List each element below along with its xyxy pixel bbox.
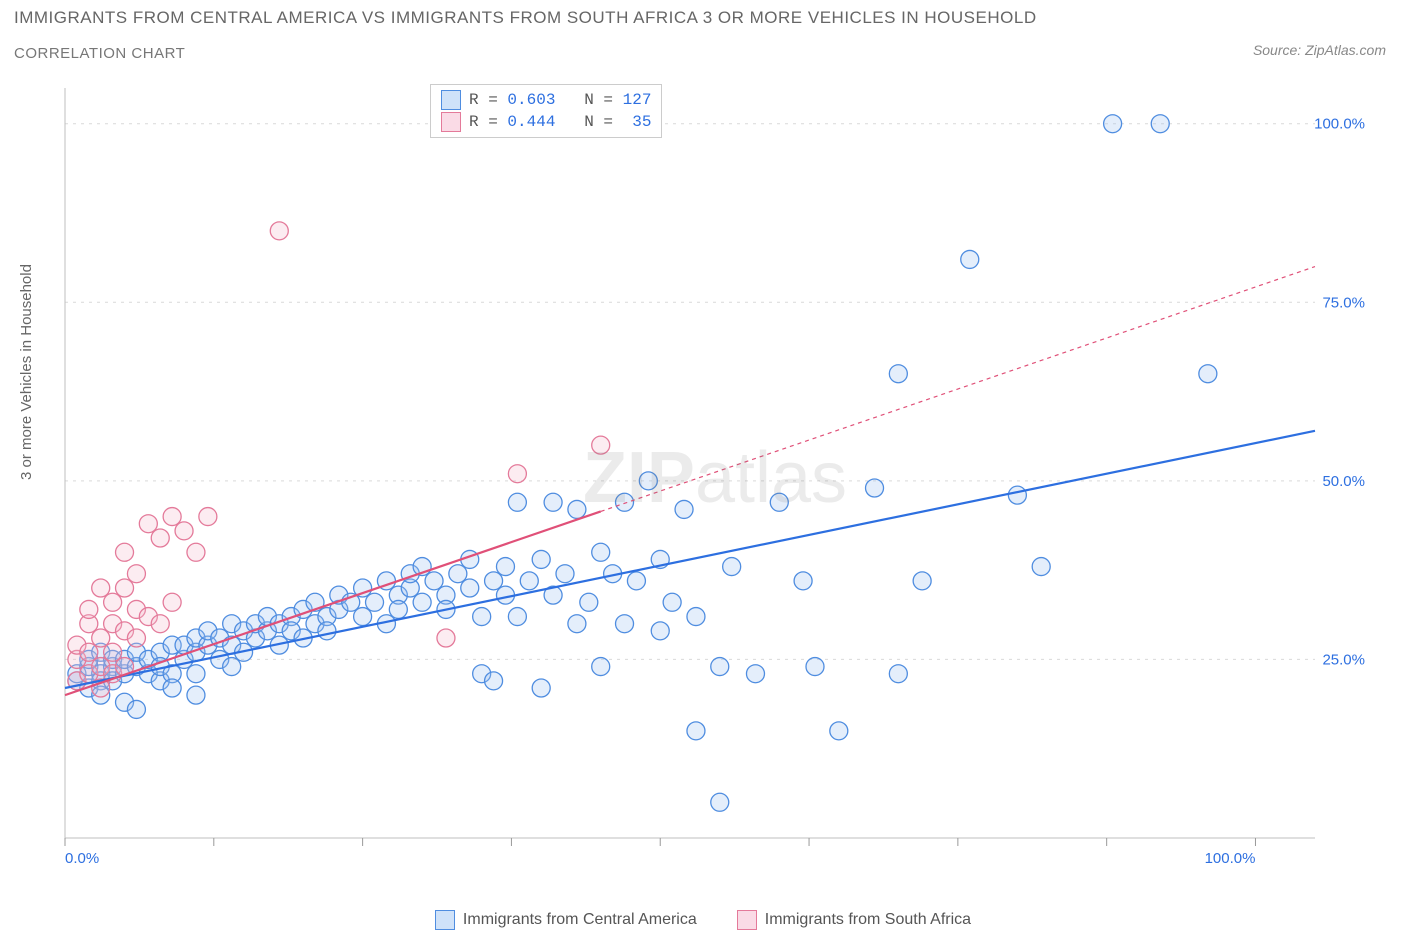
x-tick-label: 100.0% [1205,850,1256,867]
y-tick-label: 100.0% [1314,116,1365,133]
legend-item: Immigrants from South Africa [737,910,971,930]
y-tick-label: 25.0% [1322,651,1365,668]
chart-title: IMMIGRANTS FROM CENTRAL AMERICA VS IMMIG… [14,8,1037,28]
legend-swatch [441,112,461,132]
legend-label: Immigrants from South Africa [765,911,971,929]
legend-swatch [737,910,757,930]
legend-swatch [435,910,455,930]
legend-stats: R = 0.444 N = 35 [469,113,651,131]
legend-series: Immigrants from Central America Immigrant… [0,910,1406,930]
legend-correlation: R = 0.603 N = 127 R = 0.444 N = 35 [430,84,662,138]
legend-row: R = 0.444 N = 35 [441,111,651,133]
legend-swatch [441,90,461,110]
plot-svg: 0.0% 100.0% 25.0% 50.0% 75.0% 100.0% [55,78,1375,878]
legend-row: R = 0.603 N = 127 [441,89,651,111]
legend-label: Immigrants from Central America [463,911,697,929]
scatter-plot: 0.0%100.0%25.0%50.0%75.0%100.0% ZIPatlas [55,78,1375,878]
y-axis-label: 3 or more Vehicles in Household [18,264,35,480]
x-tick-label: 0.0% [65,850,99,867]
legend-stats: R = 0.603 N = 127 [469,91,651,109]
legend-item: Immigrants from Central America [435,910,697,930]
y-tick-label: 75.0% [1322,294,1365,311]
chart-subtitle: CORRELATION CHART [14,45,185,62]
source-attribution: Source: ZipAtlas.com [1253,42,1386,58]
y-tick-label: 50.0% [1322,473,1365,490]
